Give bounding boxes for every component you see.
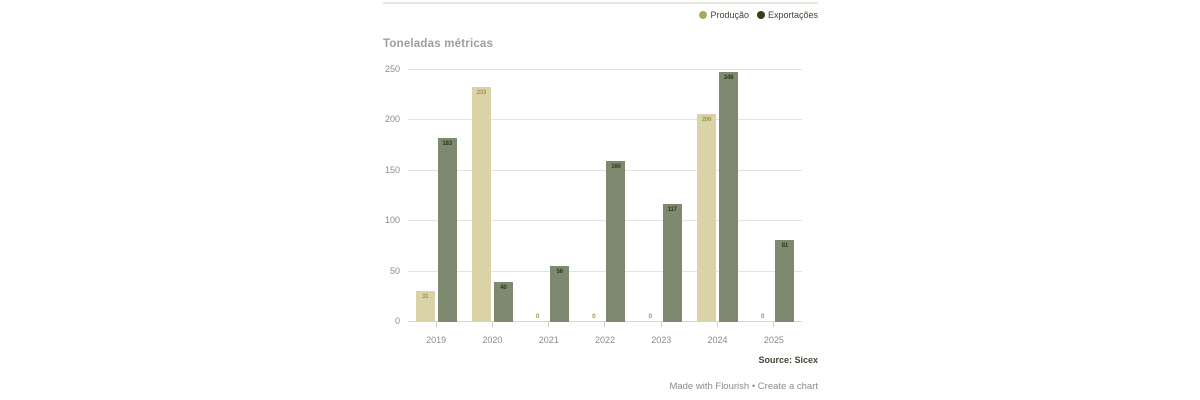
bar-value-label: 160 [611, 163, 621, 170]
x-axis-label-2023: 2023 [651, 335, 672, 345]
bar-group-2023: 0 117 [633, 70, 689, 322]
zero-value-label-producao-2025: 0 [761, 313, 765, 320]
x-tick-cell [689, 322, 745, 328]
bar-exportacoes-2022[interactable]: 160 [606, 160, 626, 322]
bar-group-2021: 0 56 [521, 70, 577, 322]
x-tick-cell [521, 322, 577, 328]
bar-producao-2019[interactable]: 31 [415, 290, 435, 322]
y-axis: 0 50 100 150 200 250 [383, 65, 402, 326]
y-axis-label: 150 [384, 164, 400, 175]
bar-value-label: 117 [667, 207, 677, 214]
bar-value-label: 40 [500, 284, 507, 291]
x-tick [717, 322, 719, 327]
x-axis-label-2019: 2019 [426, 335, 447, 345]
x-axis-label-2020: 2020 [482, 335, 503, 345]
gridline [408, 321, 802, 322]
legend-item-producao[interactable]: Produção [699, 10, 749, 20]
chart-title: Toneladas métricas [383, 38, 494, 50]
x-tick [435, 322, 437, 327]
gridline [408, 270, 802, 272]
bar-exportacoes-2021[interactable]: 56 [550, 265, 570, 322]
bar-value-label: 206 [701, 117, 712, 124]
y-axis-label: 250 [384, 64, 400, 74]
x-axis-label-2025: 2025 [763, 335, 784, 345]
x-tick-cell [633, 322, 689, 328]
bar-group-2019: 31 183 [408, 70, 464, 322]
legend-label: Produção [710, 10, 749, 20]
bar-producao-2020[interactable]: 233 [471, 87, 491, 322]
bar-exportacoes-2024[interactable]: 248 [719, 72, 739, 322]
bar-exportacoes-2019[interactable]: 183 [437, 137, 457, 322]
y-axis-label: 200 [384, 114, 400, 125]
bar-group-2025: 0 81 [746, 70, 802, 322]
x-tick [604, 322, 606, 327]
x-tick-cell [746, 322, 802, 328]
gridline [408, 119, 802, 121]
x-tick [548, 322, 550, 327]
gridline [408, 169, 802, 171]
zero-value-label-producao-2023: 0 [648, 313, 653, 320]
legend-item-exportacoes[interactable]: Exportações [756, 10, 818, 20]
bar-value-label: 81 [781, 243, 788, 250]
x-tick [660, 322, 662, 327]
x-tick [491, 322, 493, 327]
x-tick [773, 322, 775, 327]
zero-value-label-producao-2022: 0 [592, 313, 596, 320]
x-tick-cell [577, 322, 633, 328]
flourish-credit: Made with Flourish • Create a chart [669, 381, 818, 392]
legend-swatch-icon [756, 11, 765, 19]
bar-exportacoes-2023[interactable]: 117 [662, 204, 682, 322]
flourish-bar-chart: Produção Exportações Toneladas métricas 0… [383, 0, 818, 400]
plot-area: 31 183 233 40 0 56 0 160 0 117 206 248 0 81 [408, 69, 802, 322]
x-axis-label-2024: 2024 [707, 335, 728, 345]
x-tick-cell [408, 322, 464, 328]
bar-exportacoes-2025[interactable]: 81 [775, 240, 795, 322]
bar-columns: 31 183 233 40 0 56 0 160 0 117 206 248 0 81 [408, 70, 802, 322]
gridline [408, 220, 802, 222]
x-axis-label-2021: 2021 [538, 335, 559, 345]
bar-value-label: 56 [556, 268, 563, 275]
x-axis-label-2022: 2022 [594, 335, 615, 345]
y-axis-label: 50 [389, 265, 400, 276]
create-a-chart-link[interactable]: Create a chart [757, 381, 818, 392]
bar-group-2020: 233 40 [464, 70, 520, 322]
bar-group-2024: 206 248 [689, 70, 745, 322]
bar-producao-2024[interactable]: 206 [697, 114, 717, 322]
zero-value-label-producao-2021: 0 [535, 313, 540, 320]
x-axis-ticks [408, 322, 802, 328]
source-label: Source: Sicex [758, 355, 818, 365]
bar-group-2022: 0 160 [577, 70, 633, 322]
gridline [408, 69, 802, 70]
top-divider [383, 2, 818, 4]
made-with-flourish-link[interactable]: Made with Flourish [669, 381, 750, 392]
bar-value-label: 31 [422, 293, 429, 300]
bar-value-label: 233 [476, 90, 487, 97]
y-axis-label: 0 [394, 316, 400, 326]
legend-swatch-icon [699, 11, 708, 19]
y-axis-label: 100 [384, 215, 400, 226]
chart-legend: Produção Exportações [699, 10, 818, 20]
bar-value-label: 183 [442, 140, 452, 147]
credit-separator: • [751, 381, 756, 392]
bar-exportacoes-2020[interactable]: 40 [493, 281, 513, 322]
legend-label: Exportações [767, 10, 818, 20]
x-tick-cell [464, 322, 520, 328]
bar-value-label: 248 [723, 75, 734, 82]
x-axis-labels: 2019 2020 2021 2022 2023 2024 2025 [408, 335, 802, 345]
